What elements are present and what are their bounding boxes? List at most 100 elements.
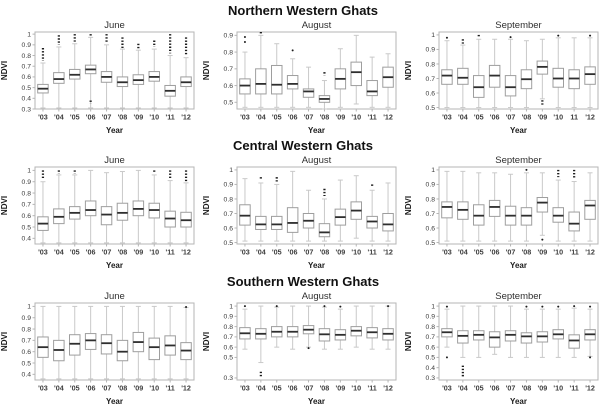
x-axis-label: Year xyxy=(308,261,325,270)
y-tick-label: 0.7 xyxy=(224,66,234,73)
x-tick-label: '04 xyxy=(458,384,468,393)
subplot-southern-august: August NDVI Year 1 0.9 0.8 0.7 0.6 0.5 0.3 '03 '04 '… xyxy=(202,290,404,407)
x-tick-label: '08 xyxy=(522,113,532,122)
y-tick-label: 0.7 xyxy=(224,211,234,218)
x-tick-label: '05 xyxy=(70,248,80,257)
plot-frame xyxy=(236,166,397,245)
chart-row-northern: June NDVI Year 1 0.9 0.8 0.7 0.6 0.5 0.4 0.3 '03 '04… xyxy=(0,19,606,136)
plot-frame xyxy=(438,31,599,110)
x-tick-label: '06 xyxy=(490,384,500,393)
x-tick-label: '03 xyxy=(442,248,452,257)
section-southern-western-ghats: Southern Western Ghats June NDVI Year 1 0.9 0… xyxy=(0,272,606,408)
y-tick-label: 0.5 xyxy=(224,100,234,107)
x-tick-label: '07 xyxy=(304,248,314,257)
y-tick-label: 1 xyxy=(431,32,435,39)
boxplot-svg: September NDVI Year 1 0.9 0.8 0.7 0.6 0.5 '03 '04 '… xyxy=(404,155,599,270)
y-tick-label: 0.6 xyxy=(22,349,32,356)
x-tick-label: '06 xyxy=(288,248,298,257)
x-tick-label: '12 xyxy=(181,248,191,257)
x-tick-label: '12 xyxy=(585,113,595,122)
box xyxy=(520,332,533,344)
x-axis-label: Year xyxy=(106,261,123,270)
y-tick-label: 0.9 xyxy=(426,314,436,321)
x-tick-label: '09 xyxy=(335,248,345,257)
x-tick-label: '09 xyxy=(335,384,345,393)
box xyxy=(536,197,549,213)
outlier-point xyxy=(323,305,326,308)
y-axis-label: NDVI xyxy=(404,332,413,351)
y-tick-label: 1 xyxy=(229,303,233,310)
outlier-point xyxy=(445,356,448,359)
section-title-northern: Northern Western Ghats xyxy=(227,3,378,18)
y-tick-label: 0.3 xyxy=(224,375,234,382)
x-tick-label: '12 xyxy=(383,248,393,257)
y-tick-label: 0.6 xyxy=(22,213,32,220)
box xyxy=(100,206,113,226)
y-tick-label: 0.8 xyxy=(224,324,234,331)
outlier-point xyxy=(525,168,528,171)
y-tick-label: 0.8 xyxy=(224,196,234,203)
box xyxy=(488,331,501,348)
x-tick-label: '11 xyxy=(569,384,578,393)
box xyxy=(302,88,315,98)
x-tick-label: '12 xyxy=(585,384,595,393)
y-tick-label: 0.8 xyxy=(22,190,32,197)
x-tick-label: '07 xyxy=(304,113,314,122)
box xyxy=(568,211,580,232)
box xyxy=(584,199,596,220)
y-tick-label: 0.4 xyxy=(22,96,32,103)
box xyxy=(271,64,283,95)
box xyxy=(441,201,453,219)
outlier-point xyxy=(589,356,592,359)
y-tick-label: 1 xyxy=(27,168,31,175)
y-axis-label: NDVI xyxy=(202,332,211,351)
outlier-point xyxy=(243,305,246,308)
y-tick-label: 0.8 xyxy=(22,53,32,60)
x-tick-label: '03 xyxy=(442,113,452,122)
x-tick-label: '10 xyxy=(351,248,361,257)
box xyxy=(584,66,596,85)
plot-frame xyxy=(34,31,195,110)
y-tick-label: 0.6 xyxy=(426,344,436,351)
x-tick-label: '05 xyxy=(474,248,484,257)
y-tick-label: 0.5 xyxy=(22,360,32,367)
x-tick-label: '11 xyxy=(569,248,578,257)
outlier-point xyxy=(557,34,560,37)
box xyxy=(382,212,394,232)
x-tick-label: '04 xyxy=(256,113,266,122)
y-tick-label: 0.6 xyxy=(224,83,234,90)
y-axis-label: NDVI xyxy=(0,332,9,351)
y-tick-label: 0.3 xyxy=(22,106,32,113)
x-axis-label: Year xyxy=(106,126,123,135)
section-northern-western-ghats: Northern Western Ghats June NDVI Year 1 0.9 0… xyxy=(0,0,606,136)
x-tick-label: '03 xyxy=(38,384,48,393)
section-title-central: Central Western Ghats xyxy=(233,138,373,153)
x-tick-label: '12 xyxy=(181,113,191,122)
subplot-title: June xyxy=(104,291,125,302)
plot-frame xyxy=(34,166,195,245)
y-tick-label: 1 xyxy=(27,31,31,38)
y-tick-label: 0.6 xyxy=(426,225,436,232)
y-axis-label: NDVI xyxy=(404,196,413,215)
x-tick-label: '05 xyxy=(474,113,484,122)
box xyxy=(457,67,469,85)
x-tick-label: '10 xyxy=(553,384,563,393)
x-tick-label: '08 xyxy=(320,384,330,393)
subplot-title: August xyxy=(302,291,332,302)
outlier-point xyxy=(387,305,390,308)
x-tick-label: '03 xyxy=(38,248,48,257)
box xyxy=(568,334,580,349)
box xyxy=(255,68,267,95)
boxplot-svg: June NDVI Year 1 0.9 0.8 0.7 0.6 0.5 0.4 0.3 '03 '04… xyxy=(0,20,195,135)
y-tick-label: 0.9 xyxy=(22,179,32,186)
x-tick-label: '06 xyxy=(86,113,96,122)
x-tick-label: '05 xyxy=(70,384,80,393)
y-tick-label: 0.5 xyxy=(224,355,234,362)
y-tick-label: 0.4 xyxy=(22,372,32,379)
y-tick-label: 1 xyxy=(27,304,31,311)
y-tick-label: 0.9 xyxy=(224,33,234,40)
x-tick-label: '05 xyxy=(272,248,282,257)
x-tick-label: '10 xyxy=(149,384,159,393)
x-tick-label: '09 xyxy=(537,384,547,393)
plot-frame xyxy=(438,302,599,381)
